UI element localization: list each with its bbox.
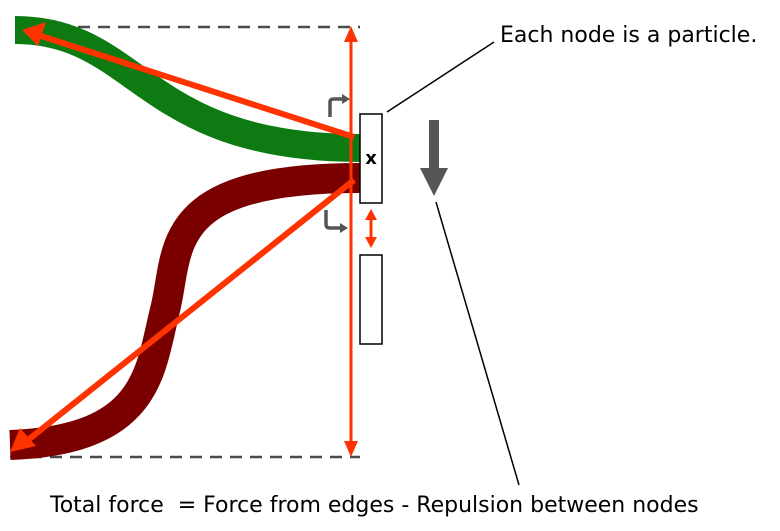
red-edge-band	[9, 163, 361, 460]
green-edge-band	[14, 16, 361, 162]
force-arrow-to-bottom-left-head	[10, 428, 36, 452]
curved-arrow-icon	[324, 210, 348, 233]
vertical-span-arrow-bottom-head	[344, 441, 358, 457]
callout-leader-line	[386, 41, 495, 113]
equation-leader-line	[435, 201, 520, 486]
repulsion-arrow-top-head	[365, 209, 377, 220]
curved-arrow-icon	[328, 94, 350, 117]
repulsion-arrow-bottom-head	[365, 237, 377, 248]
node-lower	[359, 254, 383, 345]
node-callout-label: Each node is a particle.	[500, 23, 757, 48]
force-equation-label: Total force = Force from edges - Repulsi…	[49, 493, 699, 518]
down-arrow-icon	[420, 120, 448, 196]
force-arrow-to-top-left-head	[22, 22, 46, 46]
force-arrow-to-bottom-left	[26, 177, 356, 443]
force-arrow-to-top-left	[37, 32, 355, 140]
node-mark: x	[365, 148, 377, 169]
node-particle	[359, 113, 383, 204]
vertical-span-arrow-top-head	[344, 26, 358, 42]
